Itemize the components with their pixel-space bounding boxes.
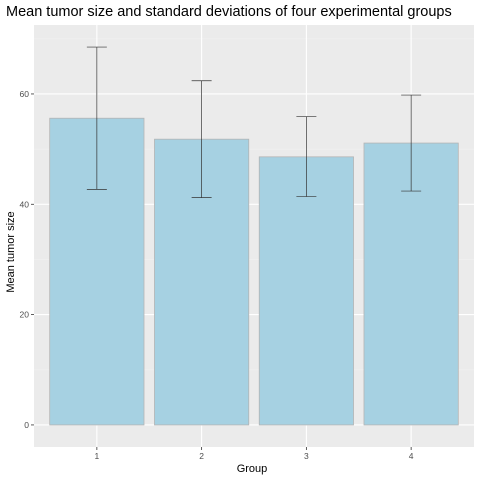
- y-axis: 0 20 40 60: [20, 89, 34, 430]
- x-tick-label: 1: [94, 451, 99, 461]
- x-tick-label: 4: [409, 451, 414, 461]
- x-axis: 1 2 3 4: [94, 447, 414, 461]
- error-bars: [86, 46, 422, 199]
- y-axis-label: Mean tumor size: [5, 211, 17, 292]
- x-tick-label: 2: [199, 451, 204, 461]
- error-bar-group-1: [86, 46, 107, 190]
- chart-title: Mean tumor size and standard deviations …: [6, 4, 452, 20]
- bar-group-3: [258, 156, 354, 426]
- y-tick-label: 60: [20, 89, 30, 99]
- x-axis-label: Group: [237, 463, 268, 475]
- bars: [49, 117, 459, 426]
- error-bar-group-2: [191, 80, 212, 199]
- x-tick-label: 3: [304, 451, 309, 461]
- error-bar-group-4: [401, 94, 422, 192]
- y-tick-label: 0: [24, 420, 29, 430]
- y-tick-label: 40: [20, 199, 30, 209]
- error-bar-group-3: [296, 116, 317, 197]
- y-tick-label: 20: [20, 310, 30, 320]
